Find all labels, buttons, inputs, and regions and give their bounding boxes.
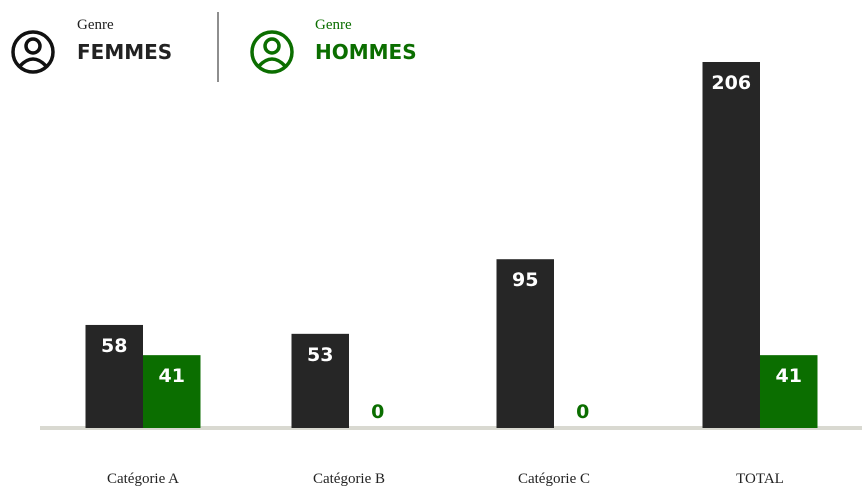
value-label: 0 xyxy=(371,401,384,423)
baseline xyxy=(40,426,862,430)
legend-title: Genre xyxy=(315,17,352,33)
value-label: 206 xyxy=(711,72,751,94)
x-tick-label: TOTAL xyxy=(736,471,784,487)
bar xyxy=(702,62,760,428)
value-label: 41 xyxy=(776,365,802,387)
value-label: 41 xyxy=(159,365,185,387)
legend-icon xyxy=(11,30,55,74)
x-tick-label: Catégorie B xyxy=(313,471,385,487)
x-tick-label: Catégorie C xyxy=(518,471,590,487)
value-label: 95 xyxy=(512,269,538,291)
bar xyxy=(143,355,201,428)
legend: Genre FEMMES Genre HOMMES xyxy=(11,12,417,82)
bar xyxy=(85,324,143,428)
value-label: 58 xyxy=(101,335,127,357)
legend-label: FEMMES xyxy=(77,40,172,64)
value-label: 53 xyxy=(307,344,333,366)
x-tick-label: Catégorie A xyxy=(107,471,179,487)
value-label: 0 xyxy=(576,401,589,423)
legend-title: Genre xyxy=(77,17,114,33)
bar xyxy=(291,333,349,428)
bar xyxy=(760,355,818,428)
legend-icon xyxy=(250,30,294,74)
legend-label: HOMMES xyxy=(315,40,417,64)
bar xyxy=(496,259,554,428)
